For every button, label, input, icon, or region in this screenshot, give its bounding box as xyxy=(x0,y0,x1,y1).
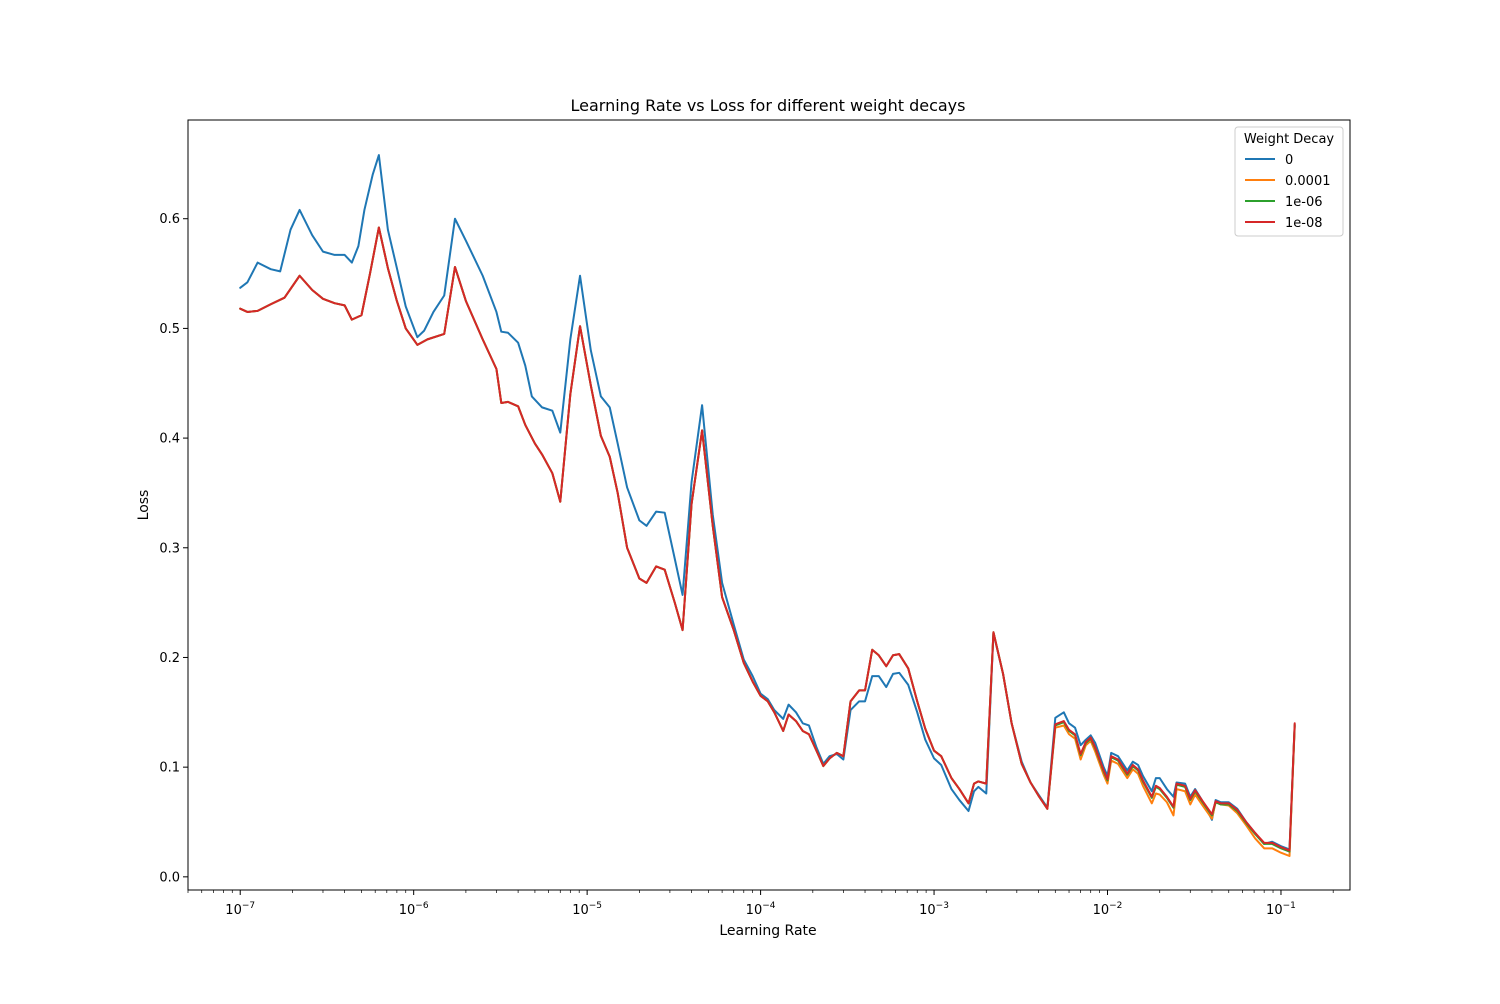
y-axis-label: Loss xyxy=(136,490,152,521)
y-tick-label: 0.5 xyxy=(159,322,180,337)
x-tick-label: 10−1 xyxy=(1266,901,1296,918)
x-tick-label: 10−7 xyxy=(225,901,255,918)
series-line-1 xyxy=(239,226,1296,857)
x-tick-label: 10−5 xyxy=(572,901,602,918)
legend-label-0: 0 xyxy=(1285,153,1293,168)
y-tick-label: 0.4 xyxy=(159,432,180,447)
x-tick-label: 10−6 xyxy=(399,901,429,918)
legend-box xyxy=(1234,126,1344,237)
legend-label-2: 1e-06 xyxy=(1285,195,1323,210)
x-axis-label: Learning Rate xyxy=(719,923,816,939)
x-tick-label: 10−4 xyxy=(746,901,776,918)
legend-label-1: 0.0001 xyxy=(1285,174,1331,189)
y-tick-label: 0.2 xyxy=(159,651,180,666)
chart-title: Learning Rate vs Loss for different weig… xyxy=(571,96,966,115)
x-tick-label: 10−2 xyxy=(1093,901,1123,918)
y-tick-label: 0.6 xyxy=(159,212,180,227)
legend-title: Weight Decay xyxy=(1244,132,1335,147)
y-tick-label: 0.0 xyxy=(159,870,180,885)
legend-label-3: 1e-08 xyxy=(1285,216,1323,231)
y-axis: 0.0 0.1 0.2 0.3 0.4 0.5 0.6 xyxy=(159,212,188,885)
y-tick-label: 0.1 xyxy=(159,761,180,776)
x-axis: 10−7 10−6 10−5 10−4 10−3 10−2 10−1 xyxy=(187,890,1334,918)
series-line-0 xyxy=(239,154,1296,851)
legend-items: 0 0.0001 1e-06 1e-08 xyxy=(1245,153,1331,231)
x-tick-label: 10−3 xyxy=(919,901,949,918)
plot-frame xyxy=(187,119,1351,891)
y-tick-label: 0.3 xyxy=(159,541,180,556)
series-line-3 xyxy=(239,226,1296,852)
legend: Weight Decay 0 0.0001 1e-06 1e-08 xyxy=(1234,126,1344,237)
series-layer xyxy=(239,154,1296,857)
series-line-2 xyxy=(239,226,1296,853)
